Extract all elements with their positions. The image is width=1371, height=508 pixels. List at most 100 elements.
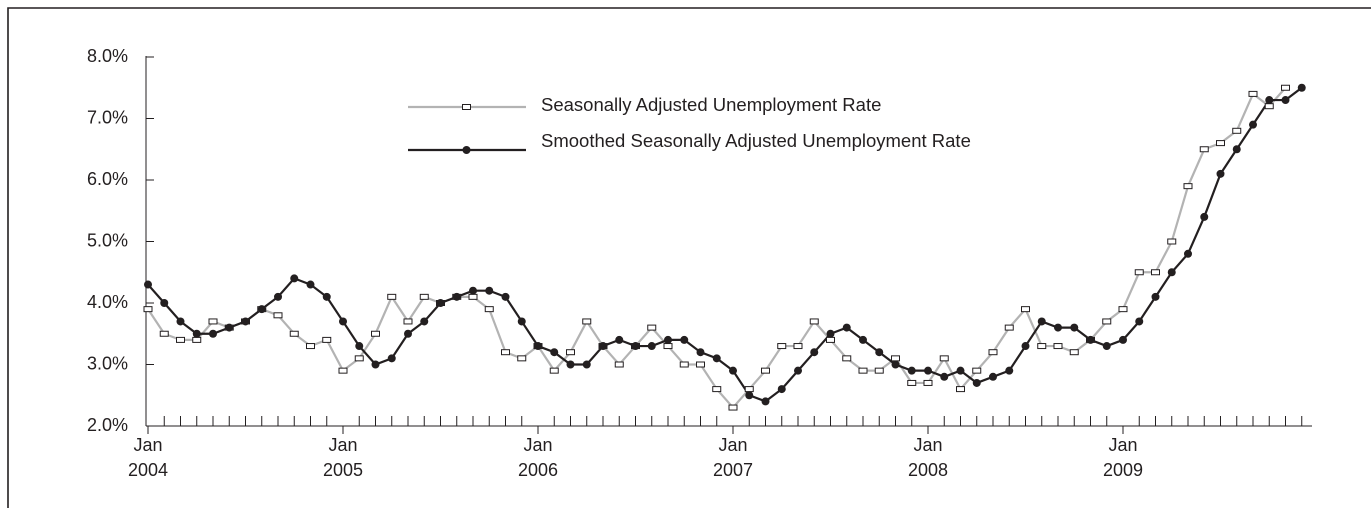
- data-point-smoothed: [452, 292, 461, 301]
- data-point-smoothed: [1054, 323, 1062, 332]
- y-tick-label: 8.0%: [87, 46, 128, 66]
- data-point-seasonally-adjusted: [322, 336, 332, 343]
- data-point-smoothed: [517, 317, 526, 326]
- x-tick-label-month: Jan: [1108, 435, 1137, 455]
- data-point-seasonally-adjusted: [306, 343, 315, 350]
- data-point-smoothed: [680, 335, 689, 344]
- legend-marker-smoothed: [462, 146, 471, 154]
- data-point-seasonally-adjusted: [1118, 306, 1128, 313]
- data-point-seasonally-adjusted: [744, 386, 754, 393]
- data-point-smoothed: [241, 317, 250, 326]
- x-axis-minor-ticks: [147, 416, 1303, 434]
- data-point-seasonally-adjusted: [403, 318, 413, 325]
- data-point-smoothed: [1216, 169, 1225, 178]
- data-point-seasonally-adjusted: [517, 355, 527, 362]
- data-point-smoothed: [940, 372, 949, 381]
- data-point-seasonally-adjusted: [1216, 140, 1225, 147]
- legend-label-seasonally-adjusted: Seasonally Adjusted Unemployment Rate: [541, 94, 881, 115]
- data-point-smoothed: [1119, 335, 1127, 344]
- data-point-seasonally-adjusted: [1037, 343, 1047, 350]
- data-point-smoothed: [1151, 292, 1160, 301]
- data-point-smoothed: [1297, 83, 1306, 92]
- data-point-seasonally-adjusted: [549, 367, 559, 374]
- data-point-seasonally-adjusted: [826, 336, 835, 343]
- data-point-seasonally-adjusted: [159, 330, 169, 337]
- data-point-seasonally-adjusted: [468, 293, 478, 300]
- data-point-smoothed: [745, 391, 754, 400]
- data-point-seasonally-adjusted: [614, 361, 624, 368]
- data-point-smoothed: [842, 323, 851, 332]
- data-point-seasonally-adjusted: [1053, 343, 1063, 350]
- x-tick-label-year: 2009: [1103, 460, 1143, 480]
- data-point-smoothed: [534, 342, 542, 351]
- data-point-smoothed: [1086, 335, 1095, 344]
- data-point-smoothed: [225, 323, 234, 332]
- data-point-seasonally-adjusted: [793, 343, 803, 350]
- data-point-smoothed: [1167, 268, 1176, 277]
- x-tick-label-month: Jan: [913, 435, 942, 455]
- data-point-smoothed: [1281, 96, 1290, 105]
- data-point-seasonally-adjusted: [728, 404, 738, 411]
- data-point-smoothed: [907, 366, 916, 375]
- data-point-smoothed: [647, 342, 656, 351]
- data-point-smoothed: [469, 286, 477, 295]
- data-point-seasonally-adjusted: [566, 349, 575, 356]
- data-point-seasonally-adjusted: [1183, 183, 1193, 190]
- data-point-seasonally-adjusted: [809, 318, 819, 325]
- data-point-smoothed: [631, 342, 640, 351]
- data-point-smoothed: [274, 292, 282, 301]
- legend-item-seasonally-adjusted: Seasonally Adjusted Unemployment Rate: [408, 94, 881, 115]
- y-tick-label: 4.0%: [87, 292, 128, 312]
- data-point-smoothed: [875, 348, 884, 357]
- data-point-smoothed: [1232, 145, 1241, 154]
- data-point-seasonally-adjusted: [923, 379, 933, 386]
- x-tick-label-year: 2006: [518, 460, 558, 480]
- data-point-smoothed: [485, 286, 494, 295]
- data-point-seasonally-adjusted: [176, 336, 185, 343]
- data-point-smoothed: [615, 335, 624, 344]
- x-axis-labels: Jan 2004 Jan 2005 Jan 2006 Jan 2007 Jan 2008 Jan 20…: [128, 435, 1143, 480]
- data-point-seasonally-adjusted: [1069, 349, 1079, 356]
- data-point-smoothed: [420, 317, 429, 326]
- data-point-smoothed: [989, 372, 997, 381]
- data-point-seasonally-adjusted: [501, 349, 510, 356]
- data-point-seasonally-adjusted: [647, 324, 657, 331]
- legend-label-smoothed: Smoothed Seasonally Adjusted Unemploymen…: [541, 130, 971, 151]
- data-point-smoothed: [322, 292, 331, 301]
- data-point-seasonally-adjusted: [874, 367, 884, 374]
- data-point-seasonally-adjusted: [371, 330, 380, 337]
- data-point-seasonally-adjusted: [582, 318, 592, 325]
- data-point-seasonally-adjusted: [1151, 269, 1160, 276]
- data-point-seasonally-adjusted: [338, 367, 348, 374]
- data-point-seasonally-adjusted: [1134, 269, 1144, 276]
- data-point-smoothed: [176, 317, 185, 326]
- data-point-smoothed: [501, 292, 510, 301]
- data-point-seasonally-adjusted: [289, 330, 299, 337]
- data-point-smoothed: [192, 329, 201, 338]
- data-point-smoothed: [371, 360, 380, 369]
- data-point-seasonally-adjusted: [907, 379, 917, 386]
- legend-item-smoothed: Smoothed Seasonally Adjusted Unemploymen…: [408, 130, 971, 154]
- data-point-seasonally-adjusted: [192, 336, 202, 343]
- data-point-smoothed: [1135, 317, 1144, 326]
- data-point-seasonally-adjusted: [143, 306, 153, 313]
- data-point-smoothed: [1037, 317, 1046, 326]
- data-point-seasonally-adjusted: [1248, 90, 1258, 97]
- data-point-smoothed: [160, 299, 169, 307]
- data-point-seasonally-adjusted: [1199, 146, 1209, 153]
- data-point-smoothed: [257, 305, 266, 314]
- x-tick-label-month: Jan: [523, 435, 552, 455]
- data-point-smoothed: [1070, 323, 1079, 332]
- data-point-seasonally-adjusted: [988, 349, 998, 356]
- data-point-smoothed: [664, 335, 672, 344]
- data-point-seasonally-adjusted: [1102, 318, 1112, 325]
- data-point-seasonally-adjusted: [939, 355, 949, 362]
- data-point-seasonally-adjusted: [712, 386, 722, 393]
- data-point-smoothed: [436, 299, 445, 307]
- data-point-smoothed: [1184, 249, 1192, 258]
- data-point-smoothed: [566, 360, 575, 369]
- legend: Seasonally Adjusted Unemployment Rate Sm…: [408, 94, 971, 154]
- data-point-smoothed: [761, 397, 770, 406]
- data-point-smoothed: [404, 329, 412, 338]
